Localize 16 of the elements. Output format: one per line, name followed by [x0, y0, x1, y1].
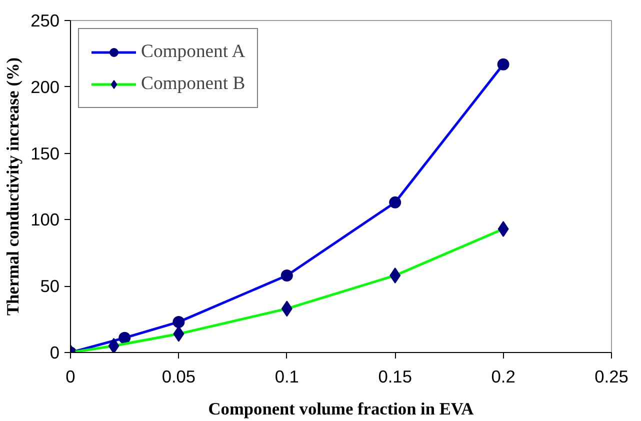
y-tick-label: 250	[30, 10, 60, 30]
legend-label: Component B	[141, 73, 246, 95]
y-tick-label: 50	[40, 276, 60, 296]
legend-label: Component A	[141, 41, 246, 63]
x-tick-label: 0.15	[378, 366, 412, 386]
x-tick-label: 0.05	[162, 366, 196, 386]
y-axis-title: Thermal conductivity increase (%)	[4, 57, 23, 316]
x-axis-title: Component volume fraction in EVA	[208, 400, 474, 418]
x-tick-label: 0.2	[491, 366, 516, 386]
y-tick-label: 150	[30, 143, 60, 164]
y-tick-label: 0	[50, 342, 60, 362]
x-tick-label: 0.25	[594, 366, 628, 386]
y-tick-label: 100	[30, 210, 60, 230]
y-tick-label: 200	[30, 76, 60, 97]
x-tick-label: 0.1	[274, 366, 299, 386]
x-tick-label: 0	[66, 366, 76, 386]
